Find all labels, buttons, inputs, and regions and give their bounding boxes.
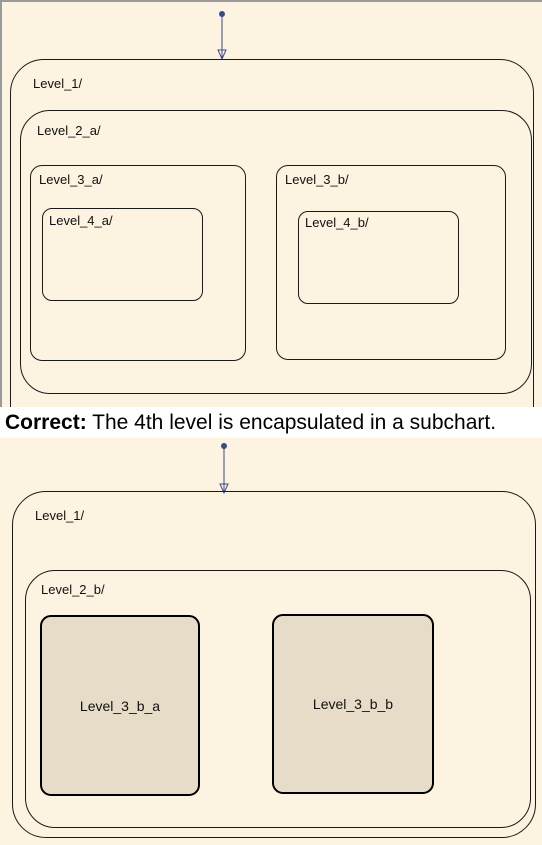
state-level-1-bottom[interactable]: Level_1/ (12, 491, 536, 838)
state-level-2-b[interactable]: Level_2_b/ (25, 570, 531, 828)
subchart-level-3-b-a[interactable]: Level_3_b_a (40, 615, 200, 796)
caption-text: The 4th level is encapsulated in a subch… (86, 411, 497, 434)
state-level-1-bottom-label: Level_1/ (35, 508, 85, 523)
bottom-chart-panel: Level_1/ Level_2_b/ Level_3_b_a Level_3_… (0, 438, 542, 845)
caption: Correct: The 4th level is encapsulated i… (0, 407, 542, 438)
state-level-3-b-label: Level_3_b/ (285, 172, 349, 187)
subchart-level-3-b-a-label: Level_3_b_a (79, 697, 161, 714)
state-level-4-b[interactable]: Level_4_b/ (298, 211, 459, 304)
subchart-level-3-b-b[interactable]: Level_3_b_b (272, 614, 434, 794)
state-level-2-a[interactable]: Level_2_a/ (20, 110, 532, 394)
state-level-3-a-label: Level_3_a/ (39, 172, 103, 187)
state-level-3-a[interactable]: Level_3_a/ (30, 165, 246, 361)
state-level-1[interactable]: Level_1/ (10, 59, 534, 407)
state-level-4-b-label: Level_4_b/ (305, 215, 369, 230)
top-chart-panel: Level_1/ Level_2_a/ Level_3_a/ Level_4_a… (0, 0, 542, 407)
default-transition-arrow[interactable] (214, 10, 234, 62)
subchart-level-3-b-b-label: Level_3_b_b (312, 696, 394, 712)
state-level-4-a[interactable]: Level_4_a/ (42, 208, 203, 301)
state-level-2-b-label: Level_2_b/ (41, 582, 105, 597)
state-level-3-b[interactable]: Level_3_b/ (276, 165, 506, 360)
default-transition-arrow-bottom[interactable] (216, 442, 236, 498)
caption-prefix: Correct: (5, 411, 87, 434)
state-level-4-a-label: Level_4_a/ (49, 213, 113, 228)
state-level-1-label: Level_1/ (33, 76, 83, 91)
state-level-2-a-label: Level_2_a/ (37, 123, 101, 138)
